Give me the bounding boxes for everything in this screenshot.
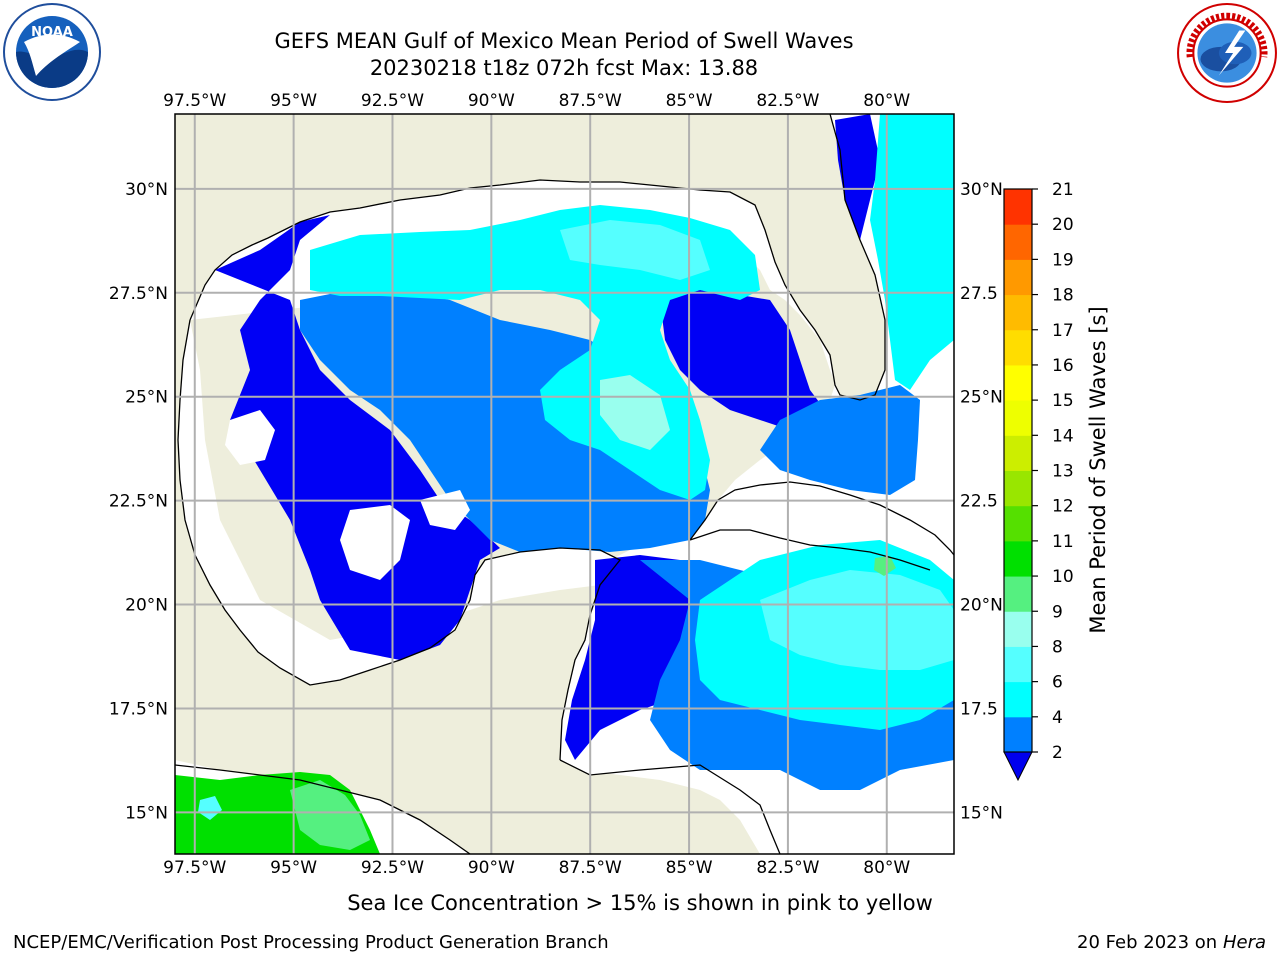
- colorbar-segment: [1004, 576, 1032, 612]
- lat-tick-label-left: 17.5°N: [109, 699, 168, 719]
- colorbar-tick-label: 8: [1052, 637, 1063, 657]
- pacific-coast: [175, 764, 471, 854]
- colorbar-tick-label: 13: [1052, 462, 1074, 482]
- colorbar-segment: [1004, 400, 1032, 436]
- gulf-coastline: [189, 114, 886, 401]
- swell-fill-6-atlantic: [870, 114, 954, 390]
- colorbar-segment: [1004, 646, 1032, 683]
- lon-tick-label-top: 92.5°W: [361, 91, 424, 111]
- swell-fill-2-east: [660, 290, 840, 440]
- lon-tick-label-top: 97.5°W: [163, 91, 226, 111]
- map-subtitle: 20230218 t18z 072h fcst Max: 13.88: [369, 56, 759, 80]
- pacific-cyan-spot: [198, 796, 222, 820]
- mexico-coastline: [177, 319, 622, 761]
- colorbar-segment: [1004, 540, 1032, 577]
- colorbar-label: Mean Period of Swell Waves [s]: [1086, 306, 1110, 633]
- lat-tick-label-right: 27.5: [960, 284, 998, 304]
- map-frame: [174, 113, 955, 855]
- svg-text:NOAA: NOAA: [31, 25, 73, 40]
- colorbar-tick-label: 20: [1052, 215, 1074, 235]
- lat-tick-label-right: 20°N: [960, 596, 1003, 616]
- sea-ice-note: Sea Ice Concentration > 15% is shown in …: [347, 891, 933, 915]
- colorbar-tick-label: 11: [1052, 532, 1074, 552]
- lat-tick-label-left: 30°N: [125, 180, 168, 200]
- lon-tick-label-bottom: 97.5°W: [163, 858, 226, 878]
- swell-fill-8-caribbean: [760, 570, 954, 670]
- footer-credit: NCEP/EMC/Verification Post Processing Pr…: [13, 932, 609, 953]
- colorbar-extend-arrow: [1003, 751, 1033, 782]
- lon-tick-label-top: 80°W: [863, 91, 910, 111]
- colorbar-tick-label: 18: [1052, 286, 1074, 306]
- lon-tick-label-top: 95°W: [270, 91, 317, 111]
- central-america-coast: [559, 759, 781, 854]
- swell-fill-4-straits: [760, 385, 920, 495]
- lat-tick-label-left: 20°N: [125, 596, 168, 616]
- colorbar-tick-label: 12: [1052, 497, 1074, 517]
- colorbar-tick-label: 4: [1052, 708, 1063, 728]
- nws-logo: [1177, 3, 1277, 103]
- lon-tick-label-bottom: 90°W: [468, 858, 515, 878]
- colorbar-segment: [1004, 294, 1032, 331]
- colorbar-tick-label: 21: [1052, 180, 1074, 200]
- lat-tick-label-left: 22.5°N: [109, 492, 168, 512]
- white-patch-1: [225, 410, 275, 465]
- swell-fill-9-patch: [600, 375, 670, 450]
- noaa-logo: NOAA: [3, 3, 101, 101]
- swell-fill-2-low: [215, 215, 500, 660]
- lon-tick-label-bottom: 82.5°W: [756, 858, 819, 878]
- colorbar-tick-label: 9: [1052, 602, 1063, 622]
- colorbar-tick-label: 14: [1052, 426, 1074, 446]
- colorbar-segment: [1004, 470, 1032, 507]
- lon-tick-label-bottom: 95°W: [270, 858, 317, 878]
- colorbar-segment: [1004, 364, 1032, 401]
- map-plot: [175, 114, 954, 854]
- swell-fill-8-gulf: [560, 220, 710, 280]
- colorbar-segment: [1004, 259, 1032, 296]
- colorbar-tick-label: 16: [1052, 356, 1074, 376]
- pacific-light-green: [290, 780, 370, 850]
- colorbar-segment: [1004, 681, 1032, 718]
- lat-tick-label-right: 15°N: [960, 803, 1003, 823]
- footer-host: Hera: [1222, 932, 1266, 953]
- colorbar-segment: [1004, 505, 1032, 542]
- colorbar-segment: [1004, 329, 1032, 366]
- swell-fill-10-spot: [874, 556, 896, 576]
- colorbar-segment: [1004, 189, 1032, 225]
- lat-tick-label-right: 30°N: [960, 180, 1003, 200]
- lat-tick-label-left: 25°N: [125, 388, 168, 408]
- graticule: [175, 114, 954, 854]
- footer-date: 20 Feb 2023 on Hera: [1077, 932, 1266, 953]
- lat-tick-label-left: 27.5°N: [109, 284, 168, 304]
- colorbar-segment: [1004, 435, 1032, 471]
- lat-tick-label-right: 25°N: [960, 388, 1003, 408]
- western-gulf: [178, 320, 620, 685]
- footer-date-text: 20 Feb 2023 on: [1077, 932, 1218, 953]
- lon-tick-label-top: 87.5°W: [559, 91, 622, 111]
- lon-tick-label-bottom: 92.5°W: [361, 858, 424, 878]
- lon-tick-label-top: 85°W: [666, 91, 713, 111]
- colorbar-tick-label: 10: [1052, 567, 1074, 587]
- colorbar-segment: [1004, 611, 1032, 647]
- lon-tick-label-top: 82.5°W: [756, 91, 819, 111]
- lon-tick-label-top: 90°W: [468, 91, 515, 111]
- lon-tick-label-bottom: 87.5°W: [559, 858, 622, 878]
- tick-labels: 97.5°W 97.5°W 95°W 95°W 92.5°W 92.5°W 90°W 90°W…: [109, 91, 1003, 878]
- colorbar-segment: [1004, 224, 1032, 260]
- swell-fill-2-florida: [835, 114, 880, 240]
- colorbar-tick-label: 15: [1052, 391, 1074, 411]
- lon-tick-label-bottom: 80°W: [863, 858, 910, 878]
- colorbar-tick-label: 2: [1052, 743, 1063, 763]
- lon-tick-label-bottom: 85°W: [666, 858, 713, 878]
- map-title: GEFS MEAN Gulf of Mexico Mean Period of …: [274, 29, 854, 53]
- lat-tick-label-right: 22.5: [960, 492, 998, 512]
- colorbar-tick-label: 17: [1052, 321, 1074, 341]
- lat-tick-label-right: 17.5: [960, 699, 998, 719]
- colorbar-segment: [1004, 716, 1032, 753]
- lat-tick-label-left: 15°N: [125, 803, 168, 823]
- colorbar: 2 4 6 8 9 10 11 12 13 14 15 16 17 18 19 20 21: [1003, 180, 1074, 782]
- colorbar-tick-label: 19: [1052, 250, 1074, 270]
- colorbar-tick-label: 6: [1052, 673, 1063, 693]
